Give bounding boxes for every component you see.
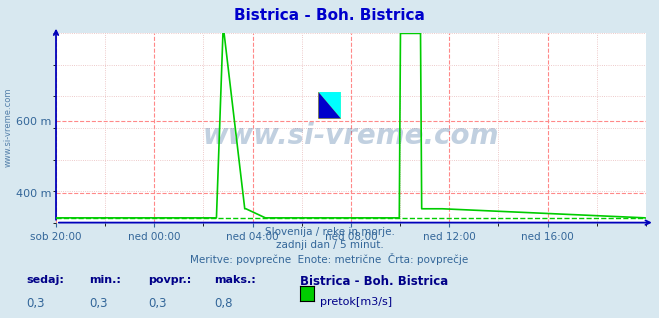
Text: Meritve: povprečne  Enote: metrične  Črta: povprečje: Meritve: povprečne Enote: metrične Črta:… [190, 253, 469, 265]
Text: www.si-vreme.com: www.si-vreme.com [203, 121, 499, 149]
Text: Bistrica - Boh. Bistrica: Bistrica - Boh. Bistrica [234, 8, 425, 23]
Text: Bistrica - Boh. Bistrica: Bistrica - Boh. Bistrica [300, 275, 448, 288]
Text: sedaj:: sedaj: [26, 275, 64, 285]
Text: pretok[m3/s]: pretok[m3/s] [320, 297, 391, 307]
Text: zadnji dan / 5 minut.: zadnji dan / 5 minut. [275, 240, 384, 250]
Text: maks.:: maks.: [214, 275, 256, 285]
Text: povpr.:: povpr.: [148, 275, 192, 285]
Bar [318, 92, 341, 119]
Text: 0,3: 0,3 [148, 297, 167, 310]
Text: Slovenija / reke in morje.: Slovenija / reke in morje. [264, 227, 395, 237]
Text: 0,3: 0,3 [89, 297, 107, 310]
Text: www.si-vreme.com: www.si-vreme.com [3, 87, 13, 167]
Polygon shape [318, 92, 341, 119]
Text: 0,8: 0,8 [214, 297, 233, 310]
Polygon shape [318, 92, 341, 119]
Text: min.:: min.: [89, 275, 121, 285]
Text: 0,3: 0,3 [26, 297, 45, 310]
